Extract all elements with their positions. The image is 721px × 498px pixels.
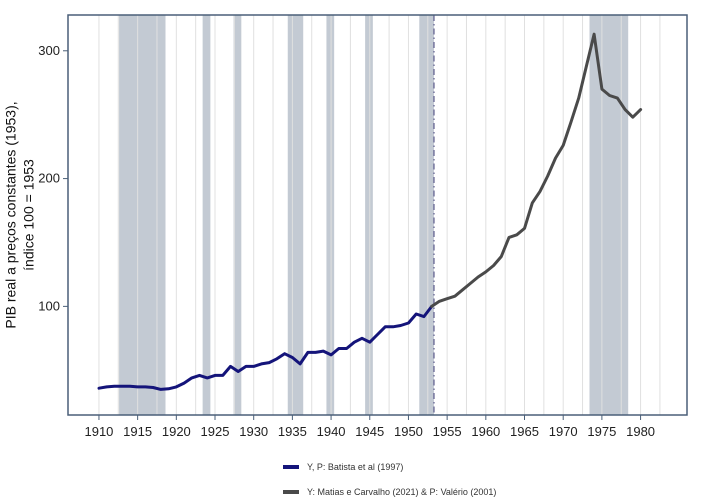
shaded-period-7 <box>589 15 629 415</box>
shaded-period-6 <box>419 15 434 415</box>
y-axis-ticks: 100 200 300 <box>38 43 68 313</box>
x-axis-ticks: 1910 1915 1920 1925 1930 1935 1940 1945 1950 1955… <box>84 415 655 439</box>
plot-border <box>67 14 688 416</box>
y-axis-label-line-2: índice 100 = 1953 <box>21 159 37 271</box>
y-tick-label: 200 <box>38 171 60 186</box>
x-tick-label: 1915 <box>123 424 152 439</box>
gridlines <box>98 15 661 415</box>
y-tick-label: 300 <box>38 43 60 58</box>
shaded-period-1 <box>202 15 211 415</box>
series-lines <box>97 32 643 391</box>
legend-label-1: Y, P: Batista et al (1997) <box>307 462 403 472</box>
legend-label-2: Y: Matias e Carvalho (2021) & P: Valério… <box>307 487 496 497</box>
x-tick-label: 1975 <box>587 424 616 439</box>
x-tick-label: 1920 <box>162 424 191 439</box>
shaded-periods <box>119 15 629 415</box>
x-tick-label: 1970 <box>549 424 578 439</box>
series-line-2 <box>430 32 643 308</box>
x-tick-label: 1965 <box>510 424 539 439</box>
x-tick-label: 1930 <box>239 424 268 439</box>
y-axis-label: PIB real a preços constantes (1953), índi… <box>3 101 37 328</box>
y-axis-label-line-1: PIB real a preços constantes (1953), <box>3 101 19 328</box>
x-tick-label: 1910 <box>84 424 113 439</box>
shaded-period-0 <box>119 15 166 415</box>
x-tick-label: 1925 <box>201 424 230 439</box>
x-tick-label: 1935 <box>278 424 307 439</box>
plot-frame <box>67 14 688 416</box>
shaded-period-4 <box>326 15 335 415</box>
x-tick-label: 1945 <box>355 424 384 439</box>
x-tick-label: 1960 <box>471 424 500 439</box>
legend: Y, P: Batista et al (1997) Y: Matias e Ca… <box>283 462 496 497</box>
shaded-period-3 <box>287 15 304 415</box>
shaded-period-5 <box>365 15 373 415</box>
x-tick-label: 1955 <box>433 424 462 439</box>
y-tick-label: 100 <box>38 298 60 313</box>
series-line-1 <box>97 304 434 391</box>
shaded-period-2 <box>233 15 242 415</box>
x-tick-label: 1950 <box>394 424 423 439</box>
x-tick-label: 1980 <box>626 424 655 439</box>
x-tick-label: 1940 <box>317 424 346 439</box>
